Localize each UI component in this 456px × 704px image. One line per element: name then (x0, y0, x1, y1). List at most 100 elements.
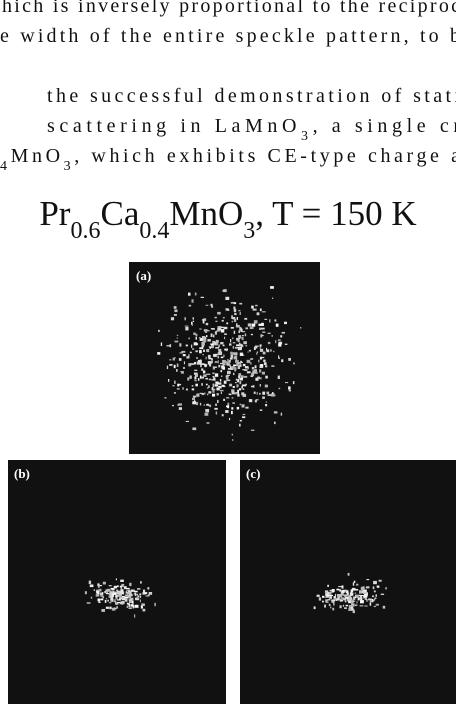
speckle (179, 384, 181, 385)
speckle (203, 374, 206, 377)
speckle (242, 337, 244, 340)
speckle (192, 323, 193, 326)
speckle (105, 600, 107, 603)
speckle (213, 376, 215, 378)
speckle (130, 604, 133, 606)
speckle (289, 390, 291, 392)
speckle (260, 344, 262, 346)
text-run: e width of the entire speckle pattern, t… (0, 25, 456, 47)
speckle (149, 592, 152, 595)
speckle (173, 385, 175, 386)
panel-b-image (8, 460, 226, 704)
speckle (250, 327, 254, 330)
speckle (203, 340, 207, 342)
speckle (127, 603, 129, 605)
text-run: MnO (11, 145, 60, 167)
speckle (250, 362, 251, 364)
speckle (209, 379, 212, 381)
speckle (345, 590, 346, 592)
speckle (327, 599, 330, 600)
speckle (274, 422, 276, 425)
speckle (239, 424, 241, 427)
speckle (288, 386, 291, 389)
speckle (353, 610, 355, 613)
body-line: the successful demonstration of stati (47, 85, 456, 107)
speckle (242, 416, 245, 418)
speckle (223, 345, 225, 347)
speckle (279, 388, 281, 389)
speckle (223, 317, 225, 318)
speckle (201, 368, 203, 370)
speckle (270, 286, 274, 289)
speckle (137, 588, 140, 589)
speckle (102, 597, 104, 599)
speckle (229, 384, 232, 387)
speckle (211, 334, 213, 338)
speckle (178, 403, 182, 405)
speckle (348, 573, 350, 576)
speckle (222, 320, 224, 322)
speckle (293, 363, 294, 365)
speckle (343, 605, 344, 607)
speckle (208, 391, 211, 393)
speckle (223, 355, 224, 358)
speckle (230, 358, 233, 360)
speckle (284, 322, 287, 324)
speckle (236, 365, 238, 366)
speckle (240, 328, 242, 331)
speckle (250, 358, 253, 360)
speckle (257, 312, 260, 315)
speckle (186, 345, 188, 347)
speckle (233, 346, 234, 349)
speckle (245, 366, 249, 368)
speckle (239, 381, 241, 384)
speckle (238, 376, 240, 379)
speckle (373, 581, 377, 584)
speckle (269, 319, 270, 322)
speckle (227, 371, 231, 374)
speckle (204, 319, 206, 321)
speckle (117, 590, 118, 592)
speckle (232, 397, 234, 398)
speckle (341, 593, 344, 596)
speckle (192, 349, 194, 350)
speckle (187, 377, 189, 380)
speckle (278, 343, 281, 346)
speckle (137, 594, 139, 596)
speckle (127, 606, 128, 608)
speckle (276, 324, 279, 327)
speckle (227, 375, 230, 376)
speckle (273, 351, 274, 352)
speckle (245, 334, 247, 337)
speckle (113, 608, 116, 610)
speckle (140, 581, 142, 583)
speckle (191, 363, 194, 365)
speckle (232, 402, 235, 403)
speckle (236, 338, 237, 341)
speckle (208, 358, 212, 359)
speckle (251, 306, 254, 309)
speckle (232, 338, 233, 340)
speckle (155, 603, 156, 606)
speckle (122, 596, 125, 597)
speckle (183, 354, 186, 356)
speckle (255, 346, 259, 347)
speckle (208, 355, 211, 358)
speckle (322, 601, 324, 603)
speckle (102, 592, 103, 594)
speckle (329, 592, 332, 595)
speckle (177, 335, 179, 336)
speckle (117, 585, 119, 587)
speckle (167, 366, 168, 369)
speckle (268, 333, 271, 334)
speckle (204, 393, 205, 395)
speckle (174, 381, 176, 384)
speckle (260, 384, 261, 387)
speckle (377, 586, 380, 588)
speckle (235, 382, 237, 383)
speckle (210, 361, 212, 363)
speckle (203, 370, 205, 373)
speckle (106, 607, 109, 609)
speckle (383, 606, 386, 609)
speckle (169, 364, 172, 366)
